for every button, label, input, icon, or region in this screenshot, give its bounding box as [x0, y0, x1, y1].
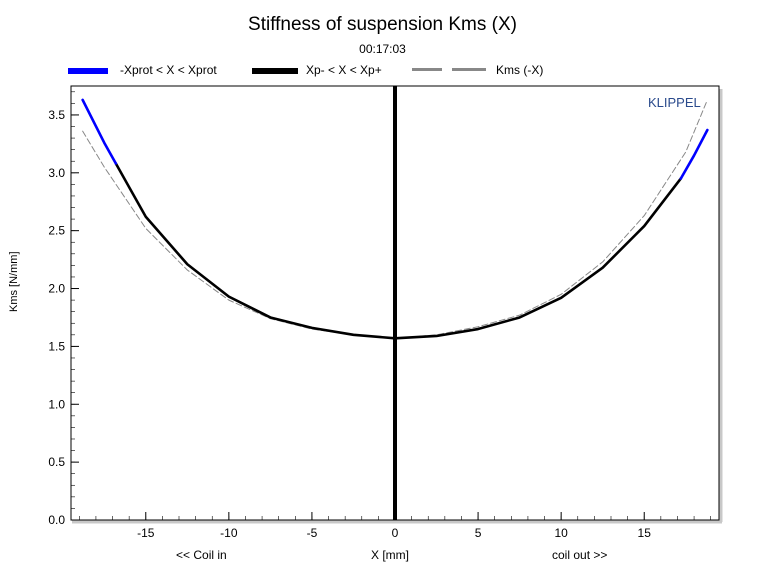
legend-item-xp: Xp- < X < Xp+: [252, 62, 402, 78]
y-axis-label: Kms [N/mm]: [8, 251, 20, 313]
chart-subtitle: 00:17:03: [359, 42, 406, 56]
x-tick-label: 5: [475, 526, 482, 540]
x-tick-label: 15: [638, 526, 652, 540]
legend-item-kms-neg: Kms (-X): [412, 62, 572, 78]
series-layer: [81, 86, 709, 520]
legend-label-xp: Xp- < X < Xp+: [306, 63, 382, 77]
x-tick-label: 10: [554, 526, 568, 540]
coil-in-label: << Coil in: [176, 548, 227, 562]
legend-label-kms-neg: Kms (-X): [496, 63, 544, 77]
legend-label-xprot: -Xprot < X < Xprot: [120, 63, 217, 77]
y-tick-label: 3.0: [48, 166, 65, 180]
legend-item-xprot: -Xprot < X < Xprot: [68, 62, 248, 78]
brand-logo: KLIPPEL: [648, 95, 701, 110]
legend-swatch-xprot: [68, 68, 108, 74]
y-tick-label: 2.5: [48, 224, 65, 238]
chart-title: Stiffness of suspension Kms (X): [248, 14, 517, 35]
series-line-2: [679, 128, 709, 180]
coil-out-label: coil out >>: [552, 548, 608, 562]
x-tick-label: 0: [392, 526, 399, 540]
x-axis-ticks: -15 -10 -5 0 5 10 15: [137, 512, 651, 540]
y-tick-label: 0.5: [48, 455, 65, 469]
x-axis-label: X [mm]: [371, 548, 409, 562]
legend-swatch-kms-neg: [412, 68, 486, 71]
y-axis-ticks: 0.0 0.5 1.0 1.5 2.0 2.5 3.0 3.5: [48, 108, 79, 527]
series-line-0: [81, 98, 118, 165]
x-tick-label: -5: [307, 526, 318, 540]
legend-swatch-xp: [252, 68, 298, 74]
y-tick-label: 3.5: [48, 108, 65, 122]
y-tick-label: 2.0: [48, 282, 65, 296]
y-tick-label: 1.5: [48, 339, 65, 353]
y-tick-label: 0.0: [48, 513, 65, 527]
x-tick-label: -10: [220, 526, 238, 540]
x-tick-label: -15: [137, 526, 155, 540]
y-tick-label: 1.0: [48, 397, 65, 411]
